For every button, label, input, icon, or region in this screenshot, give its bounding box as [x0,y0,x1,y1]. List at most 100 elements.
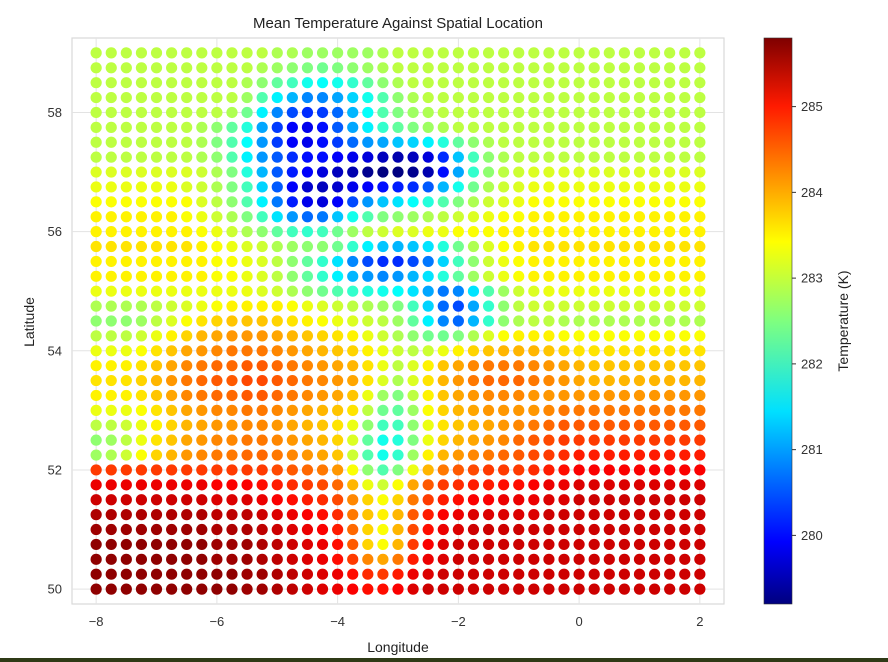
scatter-point [603,181,615,193]
scatter-point [241,553,253,565]
scatter-point [558,404,570,416]
scatter-point [498,523,510,536]
scatter-point [226,360,238,372]
scatter-point [90,226,102,238]
scatter-point [286,434,298,446]
scatter-point [498,553,510,565]
scatter-point [211,553,223,565]
scatter-point [135,196,148,208]
scatter-point [135,389,148,402]
scatter-point [347,77,359,89]
scatter-point [482,345,495,357]
scatter-point [347,166,359,178]
scatter-point [543,404,555,416]
scatter-point [90,77,102,89]
scatter-point [543,494,555,506]
scatter-point [196,449,208,461]
scatter-point [362,330,374,342]
scatter-point [694,464,706,476]
scatter-point [181,226,193,238]
scatter-point [573,77,585,89]
scatter-point [648,583,661,595]
scatter-point [588,509,600,521]
scatter-point [482,181,495,193]
scatter-point [150,494,163,506]
scatter-point [407,360,419,372]
scatter-point [603,226,615,238]
scatter-point [286,121,298,133]
scatter-point [603,255,615,268]
scatter-point [694,62,706,74]
x-axis-label: Longitude [367,639,429,655]
scatter-point [543,62,555,74]
scatter-point [316,449,329,461]
scatter-point [664,509,676,521]
scatter-point [528,300,540,312]
scatter-point [256,568,268,580]
scatter-point [105,47,117,59]
scatter-point [241,62,253,74]
scatter-point [316,360,329,372]
scatter-point [90,449,102,461]
scatter-point [603,211,615,223]
scatter-point [347,434,359,446]
colorbar-tick-label-1: 281 [801,442,823,457]
scatter-point [482,121,495,133]
y-tick-label-0: 50 [48,582,62,597]
scatter-point [407,315,419,327]
scatter-point [347,538,359,551]
scatter-point [618,315,630,327]
scatter-point [226,330,238,342]
scatter-point [422,106,434,119]
scatter-point [120,106,132,119]
scatter-point [256,374,268,387]
scatter-point [347,91,359,104]
scatter-point [588,330,600,342]
scatter-point [316,240,329,253]
scatter-point [211,77,223,89]
scatter-point [513,434,525,446]
scatter-point [603,240,615,253]
scatter-point [558,434,570,446]
scatter-point [618,47,630,59]
scatter-point [452,404,464,416]
scatter-point [196,523,208,536]
scatter-point [150,345,163,357]
scatter-point [332,181,344,193]
scatter-point [573,419,585,431]
scatter-point [120,404,132,416]
scatter-point [648,345,661,357]
scatter-point [392,494,404,506]
scatter-point [166,77,178,89]
scatter-point [256,360,268,372]
scatter-point [513,166,525,178]
scatter-point [105,270,117,282]
scatter-point [256,345,268,357]
scatter-point [528,62,540,74]
scatter-point [135,509,148,521]
scatter-point [437,434,449,446]
scatter-point [196,494,208,506]
scatter-point [498,77,510,89]
scatter-point [377,330,389,342]
scatter-point [603,434,615,446]
scatter-point [618,330,630,342]
scatter-point [347,181,359,193]
scatter-point [679,374,691,387]
colorbar-tick-label-4: 284 [801,185,823,200]
scatter-point [377,360,389,372]
scatter-point [226,285,238,297]
scatter-point [452,419,464,431]
scatter-point [664,151,676,163]
scatter-point [105,121,117,133]
scatter-point [150,196,163,208]
scatter-point [347,47,359,59]
scatter-point [664,255,676,268]
scatter-point [256,62,268,74]
scatter-point [120,226,132,238]
scatter-point [120,136,132,148]
scatter-point [588,181,600,193]
scatter-point [664,315,676,327]
scatter-point [271,494,283,506]
scatter-point [513,374,525,387]
